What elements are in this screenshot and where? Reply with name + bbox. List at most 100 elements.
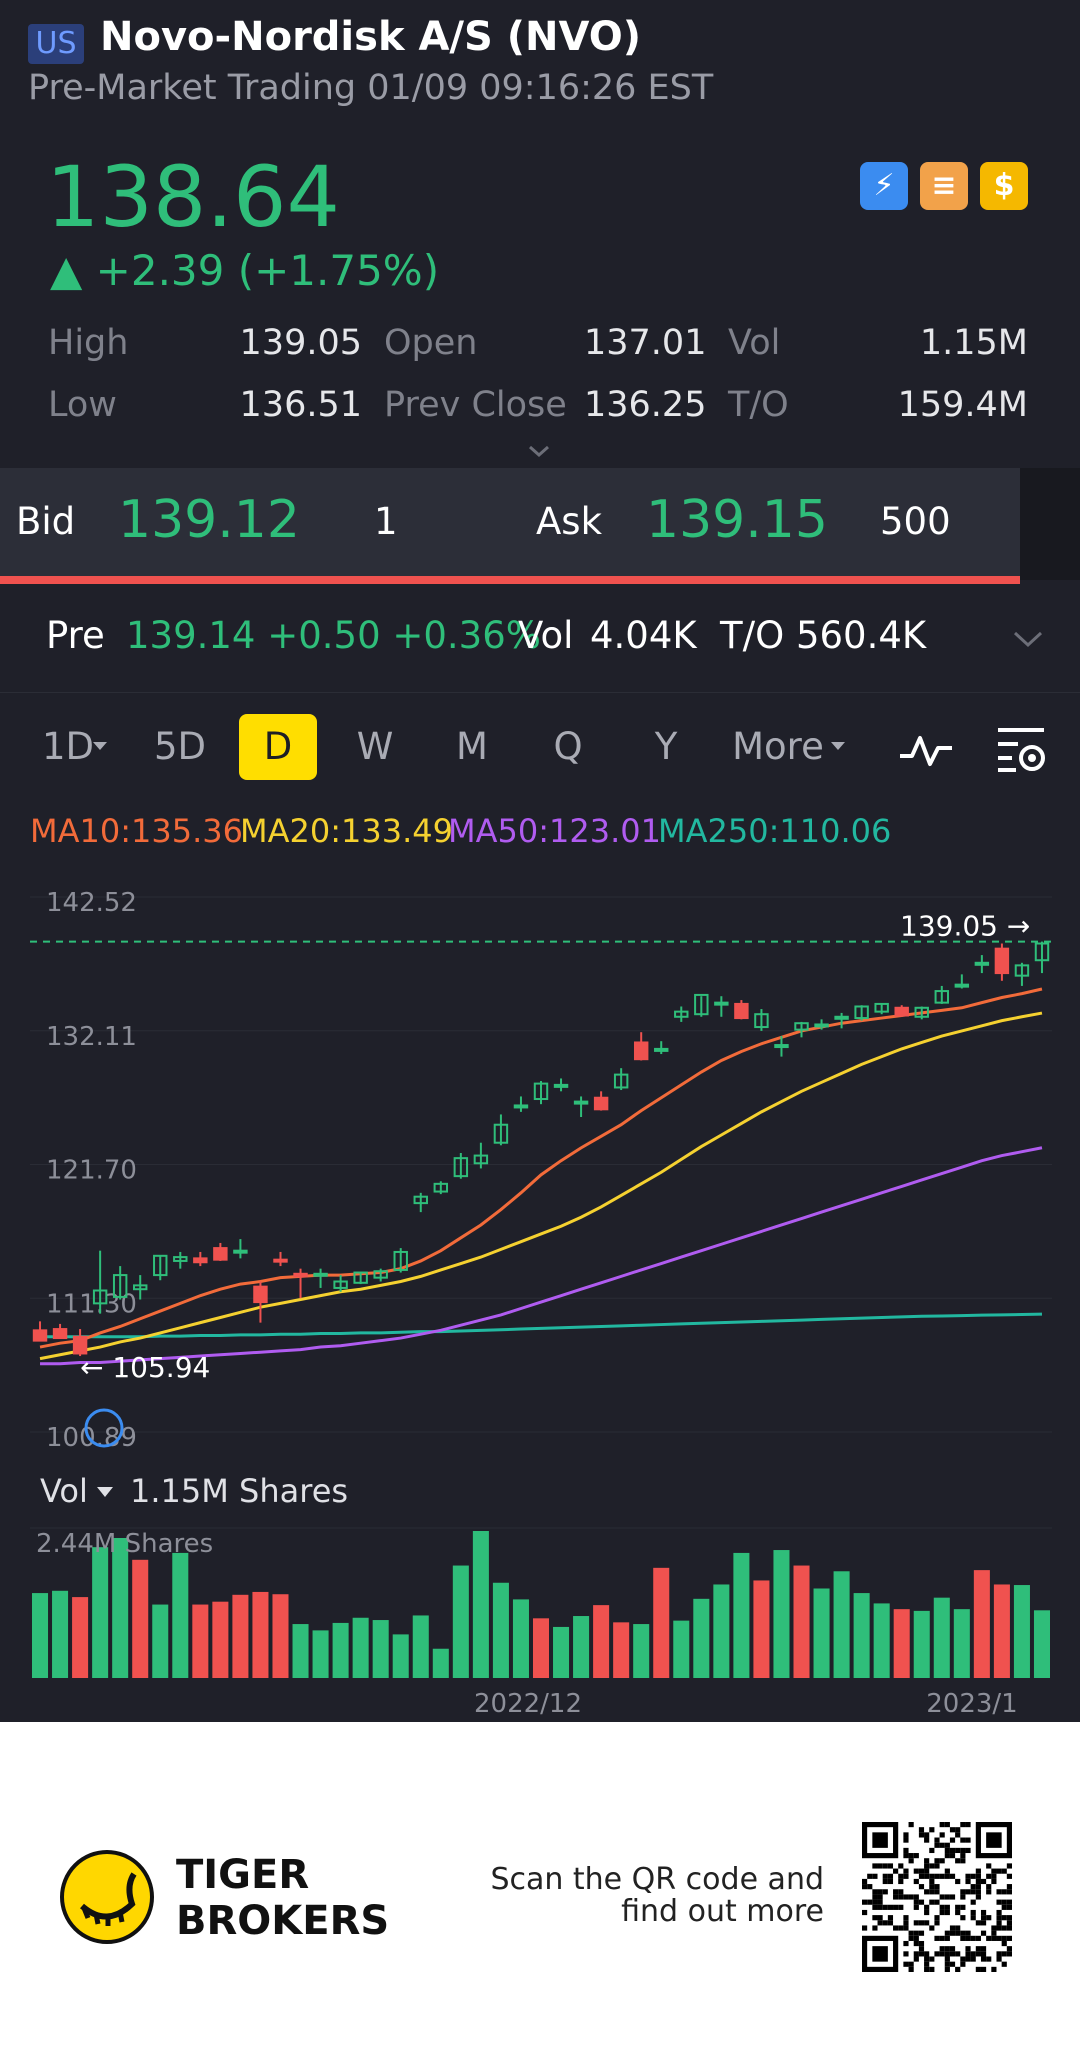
- candle-up: [112, 1274, 128, 1298]
- volume-bar: [312, 1630, 329, 1678]
- lightning-1-icon[interactable]: ⚡: [860, 162, 908, 210]
- qr-module: [929, 1863, 935, 1869]
- qr-module: [960, 1822, 966, 1828]
- qr-module: [939, 1873, 945, 1879]
- chevron-down-icon[interactable]: [1012, 628, 1044, 650]
- tab-1d[interactable]: 1D: [41, 725, 95, 768]
- qr-module: [986, 1884, 992, 1890]
- qr-module: [862, 1899, 868, 1905]
- qr-module: [867, 1884, 873, 1890]
- qr-module: [986, 1873, 992, 1879]
- volume-bar: [873, 1603, 890, 1678]
- candle-up: [153, 1254, 168, 1277]
- market-badge: US: [28, 24, 84, 64]
- qr-module: [903, 1940, 909, 1947]
- candle-up: [333, 1280, 348, 1289]
- qr-module: [960, 1930, 966, 1936]
- qr-module: [934, 1873, 940, 1879]
- qr-module: [918, 1946, 925, 1952]
- qr-module: [887, 1920, 894, 1926]
- stack-a-icon[interactable]: ≡: [920, 162, 968, 210]
- qr-module: [924, 1889, 930, 1895]
- qr-module: [924, 1904, 930, 1910]
- qr-module: [960, 1858, 966, 1864]
- tab-m[interactable]: M: [456, 725, 488, 768]
- qr-module: [996, 1951, 1002, 1957]
- qr-module: [939, 1946, 945, 1952]
- volume-caret-icon[interactable]: [96, 1486, 114, 1498]
- qr-module: [965, 1935, 971, 1941]
- tab-w[interactable]: W: [356, 725, 394, 768]
- chart-settings-icon[interactable]: [994, 724, 1050, 774]
- indicator-icon[interactable]: [898, 728, 954, 772]
- qr-module: [908, 1853, 914, 1859]
- qr-module: [1006, 1899, 1012, 1905]
- tab-q[interactable]: Q: [553, 725, 583, 768]
- qr-module: [862, 1878, 868, 1885]
- tab-5d[interactable]: 5D: [153, 725, 207, 768]
- premarket-row[interactable]: [0, 584, 1080, 693]
- qr-module: [960, 1889, 966, 1895]
- qr-module: [918, 1827, 925, 1833]
- candle-up: [754, 1013, 769, 1029]
- qr-module: [913, 1920, 919, 1926]
- volume-bar: [893, 1609, 910, 1678]
- qr-module: [898, 1894, 904, 1900]
- qr-module: [1006, 1920, 1012, 1926]
- qr-module: [960, 1935, 966, 1941]
- dollar-icon[interactable]: $: [980, 162, 1028, 210]
- volume-bar: [593, 1605, 610, 1678]
- volume-bar: [132, 1559, 149, 1678]
- qr-module: [955, 1904, 961, 1910]
- prev-close-value: 136.25: [584, 385, 707, 425]
- qr-module: [877, 1915, 883, 1921]
- candle-up: [513, 1104, 529, 1109]
- candle-down: [633, 1041, 649, 1061]
- volume-bar: [853, 1593, 870, 1678]
- qr-module: [970, 1873, 976, 1879]
- qr-module: [908, 1935, 914, 1941]
- volume-bar: [232, 1594, 249, 1678]
- qr-module: [924, 1832, 930, 1838]
- qr-module: [991, 1868, 997, 1874]
- volume-label[interactable]: Vol: [40, 1472, 88, 1510]
- volume-bar: [372, 1620, 389, 1678]
- qr-module: [898, 1878, 904, 1885]
- qr-module: [991, 1930, 997, 1936]
- premarket-label: Pre: [46, 614, 105, 657]
- tab-y[interactable]: Y: [654, 725, 678, 768]
- tab-more[interactable]: More: [732, 725, 824, 768]
- candle-up: [493, 1123, 509, 1144]
- volume-bar: [412, 1615, 429, 1678]
- volume-chart[interactable]: 2.44M Shares 2022/12 2023/1: [0, 1520, 1080, 1722]
- candle-down: [894, 1006, 909, 1017]
- qr-code[interactable]: [862, 1822, 1012, 1972]
- qr-module: [913, 1904, 919, 1910]
- candle-up: [553, 1083, 569, 1088]
- qr-module: [970, 1909, 976, 1916]
- qr-module: [975, 1884, 981, 1890]
- volume-bar: [452, 1565, 469, 1678]
- qr-module: [955, 1847, 961, 1854]
- qr-module: [955, 1966, 961, 1972]
- qr-module: [872, 1925, 878, 1931]
- qr-module: [872, 1873, 878, 1879]
- qr-module: [970, 1951, 976, 1957]
- vol-label: Vol: [728, 323, 781, 363]
- qr-module: [980, 1951, 987, 1957]
- qr-module: [980, 1956, 987, 1962]
- qr-module: [882, 1889, 888, 1895]
- qr-module: [908, 1930, 914, 1936]
- qr-module: [1006, 1925, 1012, 1931]
- qr-module: [887, 1904, 894, 1910]
- qr-module: [1006, 1935, 1012, 1941]
- volume-bar: [72, 1597, 89, 1678]
- qr-module: [949, 1847, 956, 1854]
- qr-module: [867, 1899, 873, 1905]
- expand-chevron-icon[interactable]: [528, 440, 550, 462]
- x-axis-label: 2023/1: [926, 1689, 1017, 1719]
- tab-d[interactable]: D: [239, 714, 317, 780]
- x-axis-label: 2022/12: [474, 1689, 582, 1719]
- volume-value: 1.15M Shares: [130, 1472, 349, 1510]
